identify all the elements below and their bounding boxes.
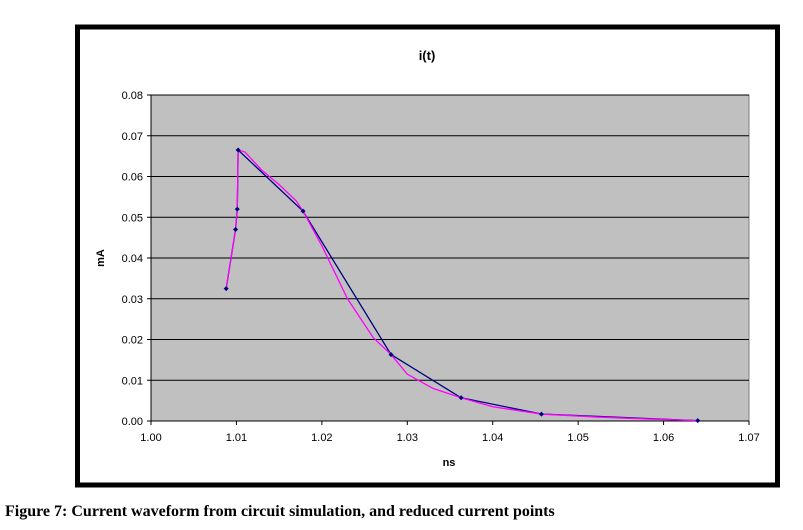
x-tick-label: 1.03 [397,432,418,444]
x-tick-label: 1.00 [140,432,161,444]
y-tick-label: 0.03 [122,294,143,306]
y-tick-labels: 0.00 0.01 0.02 0.03 0.04 0.05 0.06 0.07 0.08 [122,90,143,428]
y-tick-label: 0.06 [122,172,143,184]
data-point [695,418,701,424]
y-tick-label: 0.05 [122,212,143,224]
data-point [458,395,464,401]
chart-title: i(t) [419,48,436,63]
series-line-2 [225,149,698,422]
chart-figure: 1.00 1.01 1.02 1.03 1.04 1.05 1.06 1.07 0.000.0… [75,24,780,488]
x-tick-label: 1.06 [653,432,674,444]
series-markers [223,147,701,424]
y-tick-label: 0.01 [122,375,143,387]
data-point [233,226,239,232]
data-point [388,352,394,358]
data-point [223,286,229,292]
data-point [234,206,240,212]
x-tick-label: 1.01 [226,432,247,444]
y-tick-label: 0.08 [122,90,143,102]
y-tick-label: 0.02 [122,335,143,347]
axes [147,94,750,425]
data-point [538,411,544,417]
gridlines [151,94,749,381]
y-tick-label: 0.07 [122,131,143,143]
x-tick-label: 1.07 [738,432,759,444]
figure-caption: Figure 7: Current waveform from circuit … [5,503,555,520]
x-axis-title: ns [443,457,456,469]
y-axis-title: mA [95,249,107,267]
x-tick-label: 1.04 [482,432,503,444]
y-tick-label: 0.00 [122,416,143,428]
data-point [235,147,241,153]
y-tick-label: 0.04 [122,253,143,265]
x-tick-label: 1.05 [567,432,588,444]
x-tick-labels: 1.00 1.01 1.02 1.03 1.04 1.05 1.06 1.07 [140,432,759,444]
data-point [300,208,306,214]
x-tick-label: 1.02 [311,432,332,444]
